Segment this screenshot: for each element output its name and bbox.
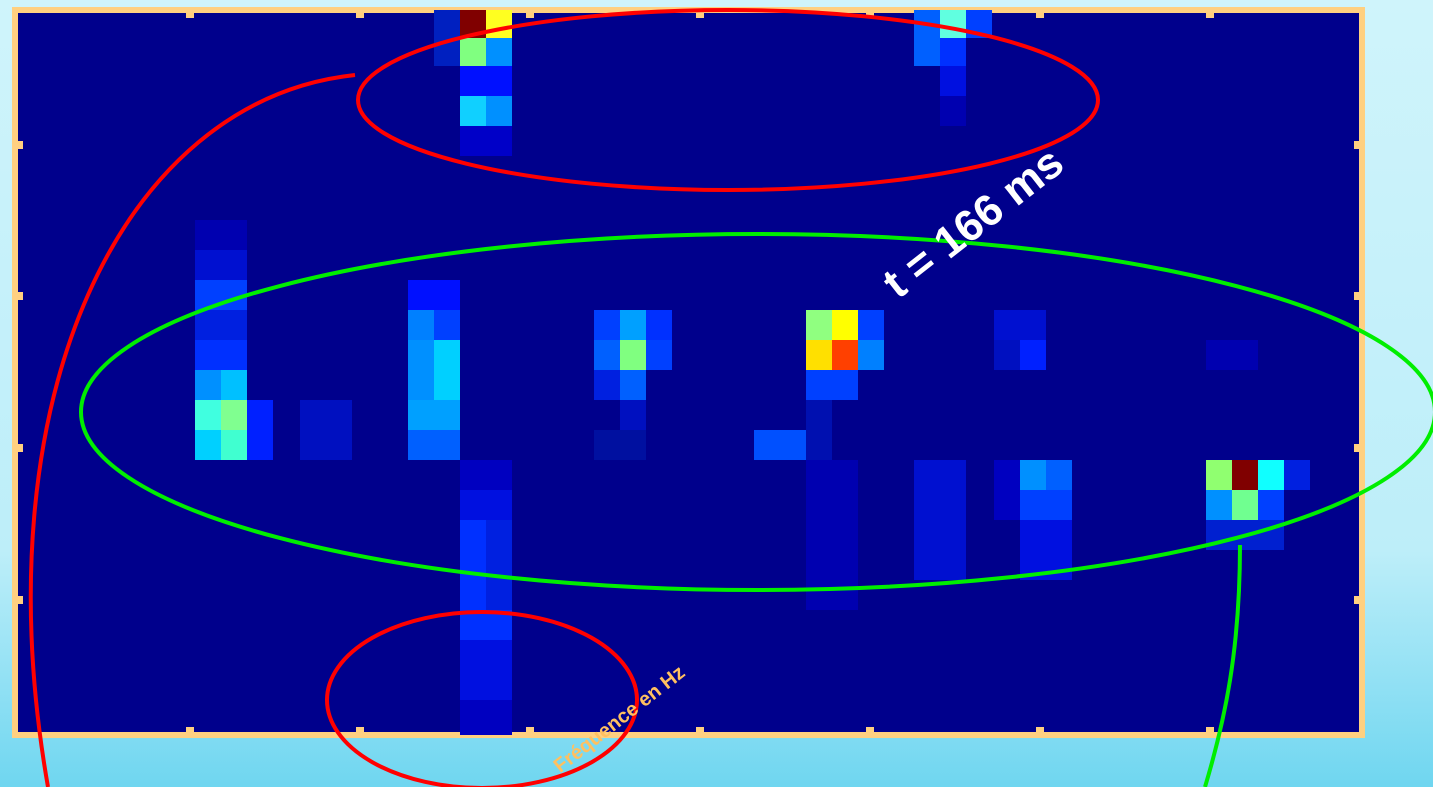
heatmap-cell (486, 520, 512, 610)
heatmap-cell (221, 400, 247, 430)
tick-mark (186, 727, 194, 735)
heatmap-cell (460, 700, 512, 735)
heatmap-cell (858, 340, 884, 370)
heatmap-cell (594, 370, 620, 400)
tick-mark (1354, 141, 1362, 149)
heatmap-cell (940, 10, 966, 38)
heatmap-cell (806, 340, 832, 370)
heatmap-cell (1232, 490, 1258, 520)
heatmap-cell (940, 38, 966, 66)
heatmap-cell (806, 310, 832, 340)
heatmap-cell (195, 220, 247, 250)
tick-mark (1206, 727, 1214, 735)
heatmap-cell (594, 310, 620, 340)
heatmap-cell (460, 640, 512, 700)
heatmap-cell (1206, 340, 1258, 370)
heatmap-cell (594, 340, 620, 370)
tick-mark (1354, 292, 1362, 300)
slide: t = 166 ms Fréquence en Hz (0, 0, 1433, 787)
tick-mark (15, 444, 23, 452)
heatmap-cell (460, 96, 486, 126)
heatmap-cell (994, 340, 1020, 370)
heatmap-cell (994, 310, 1046, 340)
heatmap-cell (806, 370, 858, 400)
heatmap-cell (221, 370, 247, 400)
tick-mark (15, 596, 23, 604)
heatmap-cell (195, 430, 221, 460)
heatmap-cell (221, 430, 247, 460)
heatmap-cell (195, 340, 247, 370)
tick-mark (15, 141, 23, 149)
heatmap-cell (620, 340, 646, 370)
heatmap-cell (1284, 460, 1310, 490)
heatmap-cell (460, 66, 512, 96)
heatmap-cell (460, 490, 512, 520)
heatmap-cell (1046, 460, 1072, 490)
heatmap-cell (195, 250, 247, 280)
tick-mark (356, 727, 364, 735)
heatmap-cell (832, 310, 858, 340)
tick-mark (866, 727, 874, 735)
heatmap-cell (620, 370, 646, 400)
heatmap-cell (486, 38, 512, 66)
heatmap-cell (486, 10, 512, 38)
heatmap-cell (460, 126, 512, 156)
heatmap-cell (408, 280, 460, 310)
heatmap-cell (460, 38, 486, 66)
tick-mark (1206, 10, 1214, 18)
heatmap-cell (434, 340, 460, 400)
heatmap-cell (460, 460, 512, 490)
heatmap-cell (1258, 490, 1284, 520)
heatmap-cell (914, 460, 966, 580)
heatmap-cell (1258, 460, 1284, 490)
tick-mark (1354, 444, 1362, 452)
page: t = 166 ms Fréquence en Hz (() => { cons… (0, 0, 1433, 787)
tick-mark (15, 292, 23, 300)
heatmap-cell (195, 310, 247, 340)
heatmap-cell (195, 370, 221, 400)
heatmap-cell (408, 370, 434, 400)
tick-mark (186, 10, 194, 18)
tick-mark (1036, 727, 1044, 735)
heatmap-cell (247, 400, 273, 460)
heatmap-cell (1020, 340, 1046, 370)
heatmap-cell (408, 400, 460, 430)
heatmap-cell (408, 310, 434, 340)
heatmap-cell (1206, 460, 1232, 490)
heatmap-cell (754, 430, 806, 460)
heatmap-cell (646, 310, 672, 340)
heatmap-cell (434, 310, 460, 340)
heatmap-cell (594, 430, 646, 460)
heatmap-cell (1020, 460, 1046, 490)
heatmap-cell (940, 66, 966, 96)
heatmap-cell (486, 96, 512, 126)
heatmap-cell (195, 400, 221, 430)
heatmap-cell (806, 400, 832, 460)
tick-mark (356, 10, 364, 18)
heatmap-cell (408, 430, 460, 460)
tick-mark (526, 10, 534, 18)
tick-mark (526, 727, 534, 735)
heatmap-cell (1206, 490, 1232, 520)
heatmap-cell (646, 340, 672, 370)
heatmap-cell (994, 460, 1020, 520)
heatmap-cell (832, 340, 858, 370)
tick-mark (696, 727, 704, 735)
tick-mark (1354, 596, 1362, 604)
tick-mark (1036, 10, 1044, 18)
heatmap-cell (620, 400, 646, 430)
heatmap-cell (1232, 460, 1258, 490)
heatmap-cell (460, 520, 486, 610)
heatmap-cell (300, 400, 352, 460)
heatmap-cell (620, 310, 646, 340)
heatmap-cell (914, 38, 940, 66)
heatmap-cell (1020, 490, 1072, 520)
heatmap-cell (858, 310, 884, 340)
heatmap-cell (408, 340, 434, 370)
heatmap-cell (940, 96, 966, 126)
